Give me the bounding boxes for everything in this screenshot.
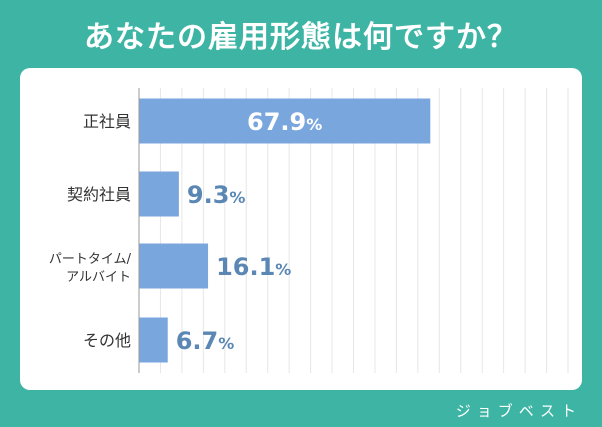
bar-2: [139, 243, 209, 289]
category-label-1: 契約社員: [67, 185, 131, 204]
bar-chart: 67.9%9.3%16.1%6.7% 正社員契約社員パートタイム/アルバイトその…: [49, 88, 569, 373]
bar-layer: [139, 98, 431, 363]
bar-1: [139, 171, 179, 217]
page-title: あなたの雇用形態は何ですか？: [84, 20, 518, 55]
data-label-3: 6.7%: [176, 327, 235, 355]
label-layer: 67.9%9.3%16.1%6.7%: [176, 108, 323, 355]
data-label-2: 16.1%: [216, 253, 291, 281]
bar-3: [139, 317, 168, 363]
category-label-0: 正社員: [83, 112, 131, 131]
data-label-1: 9.3%: [187, 181, 246, 209]
category-label-3: その他: [83, 331, 131, 350]
brand-logo: ジョブベスト: [455, 402, 582, 420]
bar-0: [139, 98, 431, 144]
chart-card: 67.9% 9.3% 16.1% 6.7% 正社員 契約社員 パートタイム/アルバイト その…: [20, 68, 582, 390]
category-label-2-line-1: アルバイト: [66, 270, 131, 285]
category-label-2-line-0: パートタイム/: [49, 252, 132, 267]
